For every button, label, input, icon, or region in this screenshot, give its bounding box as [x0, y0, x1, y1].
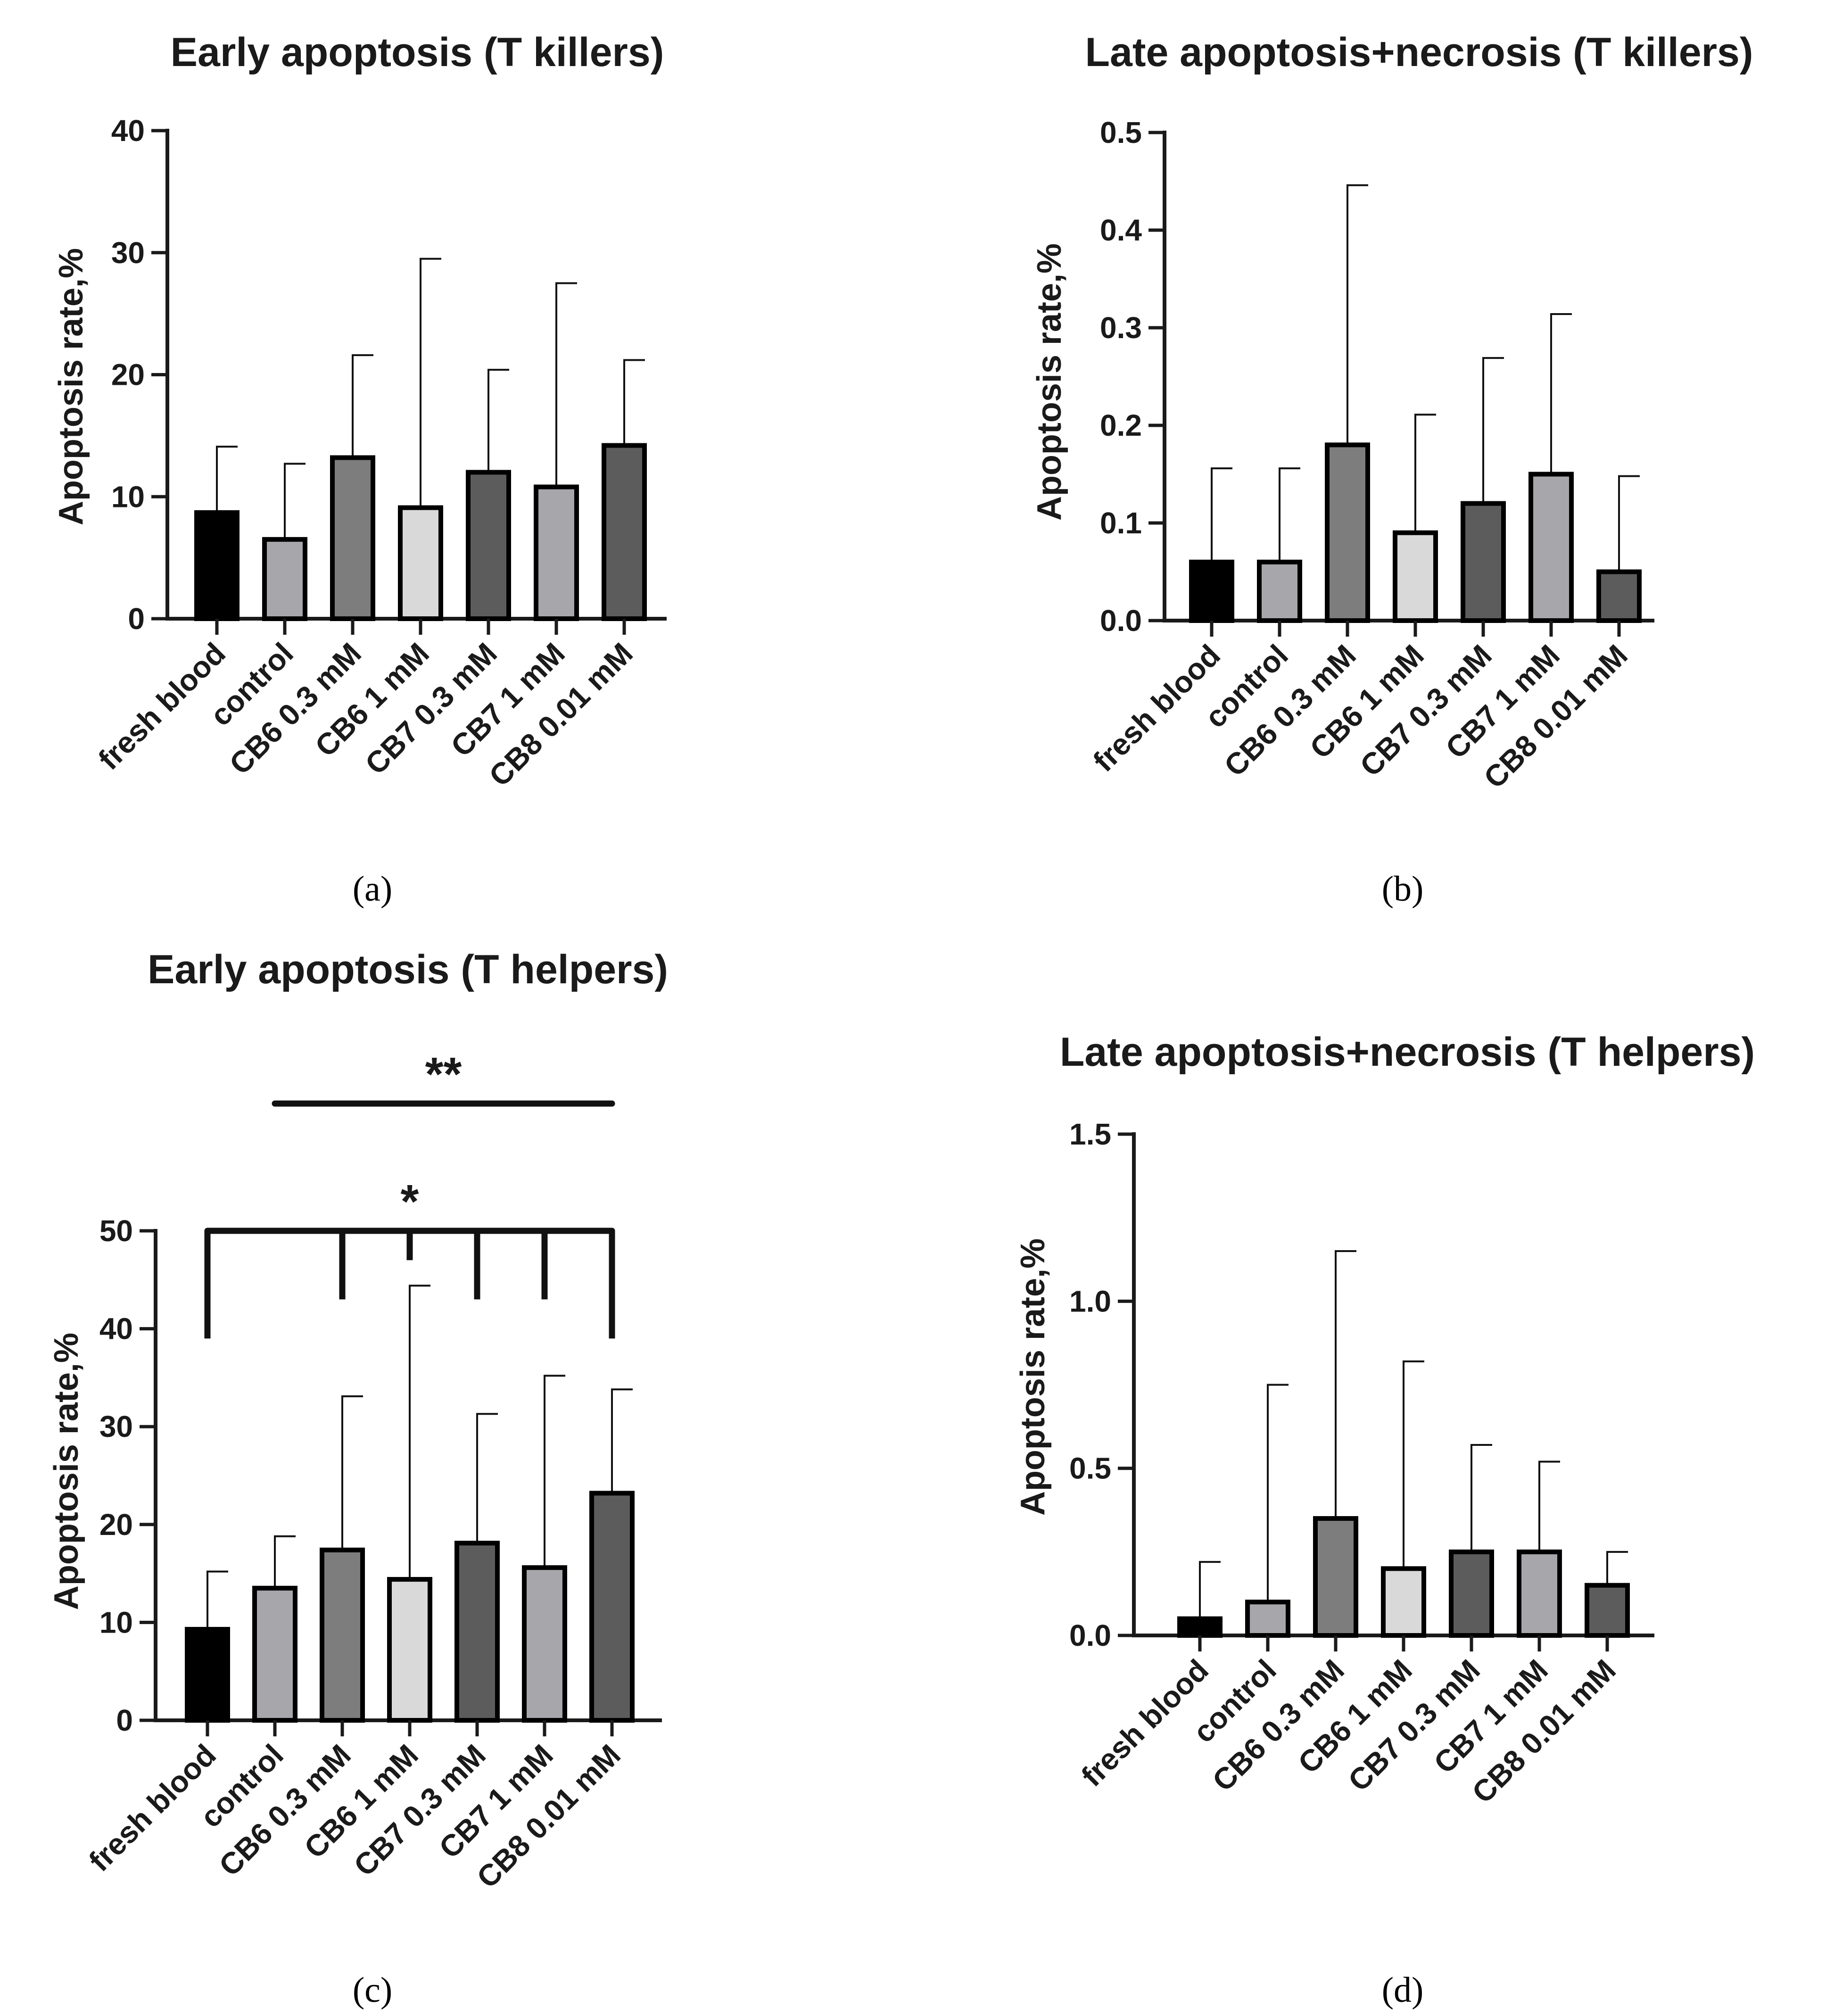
panel-a-ylabel: Apoptosis rate,%: [52, 248, 90, 525]
bar: [1585, 1583, 1630, 1638]
y-tick-label: 30: [99, 1410, 133, 1444]
y-tick-label: 0.5: [1069, 1452, 1111, 1485]
significance-label: **: [425, 1048, 462, 1101]
bar: [387, 1577, 432, 1723]
y-tick-label: 0.4: [1100, 213, 1142, 247]
panel-c-title: Early apoptosis (T helpers): [148, 947, 668, 992]
bar: [1325, 442, 1370, 623]
y-tick-label: 10: [99, 1605, 133, 1639]
bar: [1528, 472, 1574, 623]
y-tick-label: 1.0: [1069, 1284, 1111, 1318]
panel-b-label: (b): [1382, 869, 1424, 909]
panel-d-ylabel: Apoptosis rate,%: [1014, 1238, 1052, 1516]
panel-d-label: (d): [1382, 1970, 1424, 2010]
bar: [194, 510, 240, 621]
y-tick-label: 30: [111, 236, 145, 270]
bar: [1449, 1549, 1494, 1638]
bar: [602, 443, 647, 621]
bar: [1257, 559, 1302, 623]
y-tick-label: 0: [116, 1703, 133, 1737]
y-tick-label: 20: [111, 358, 145, 392]
bar: [1596, 569, 1642, 623]
y-tick-label: 10: [111, 480, 145, 514]
y-tick-label: 40: [111, 114, 145, 148]
bar: [454, 1541, 500, 1723]
bar: [522, 1565, 567, 1723]
panel-a-title: Early apoptosis (T killers): [171, 30, 664, 75]
bar: [534, 484, 579, 622]
y-tick-label: 1.5: [1069, 1117, 1111, 1151]
panel-b-title: Late apoptosis+necrosis (T killers): [1085, 30, 1753, 75]
panel-c-label: (c): [353, 1970, 392, 2010]
bar: [1245, 1600, 1290, 1638]
y-tick-label: 0.1: [1100, 506, 1142, 540]
bar: [1461, 501, 1506, 623]
y-tick-label: 40: [99, 1312, 133, 1346]
y-tick-label: 0: [128, 602, 145, 636]
y-tick-label: 0.5: [1100, 116, 1142, 149]
bar: [330, 455, 375, 621]
bar: [398, 505, 443, 621]
bar: [589, 1491, 635, 1723]
bar: [1381, 1566, 1426, 1638]
y-tick-label: 0.0: [1100, 604, 1142, 638]
bar: [185, 1626, 230, 1723]
bar: [1313, 1516, 1358, 1638]
panel-a-label: (a): [353, 869, 392, 909]
bar: [252, 1585, 297, 1723]
panel-d-title: Late apoptosis+necrosis (T helpers): [1060, 1029, 1755, 1075]
y-tick-label: 20: [99, 1508, 133, 1542]
significance-label: *: [401, 1175, 419, 1228]
y-tick-label: 0.2: [1100, 408, 1142, 442]
panel-c-ylabel: Apoptosis rate,%: [48, 1333, 85, 1610]
bar: [262, 537, 307, 621]
y-tick-label: 50: [99, 1214, 133, 1248]
y-tick-label: 0.0: [1069, 1618, 1111, 1652]
bar: [466, 470, 511, 621]
panel-b-ylabel: Apoptosis rate,%: [1031, 243, 1068, 521]
bar: [1517, 1549, 1562, 1638]
bar: [1177, 1616, 1223, 1638]
bar: [320, 1547, 365, 1723]
bar: [1393, 530, 1438, 623]
y-tick-label: 0.3: [1100, 311, 1142, 345]
bar: [1189, 559, 1234, 623]
